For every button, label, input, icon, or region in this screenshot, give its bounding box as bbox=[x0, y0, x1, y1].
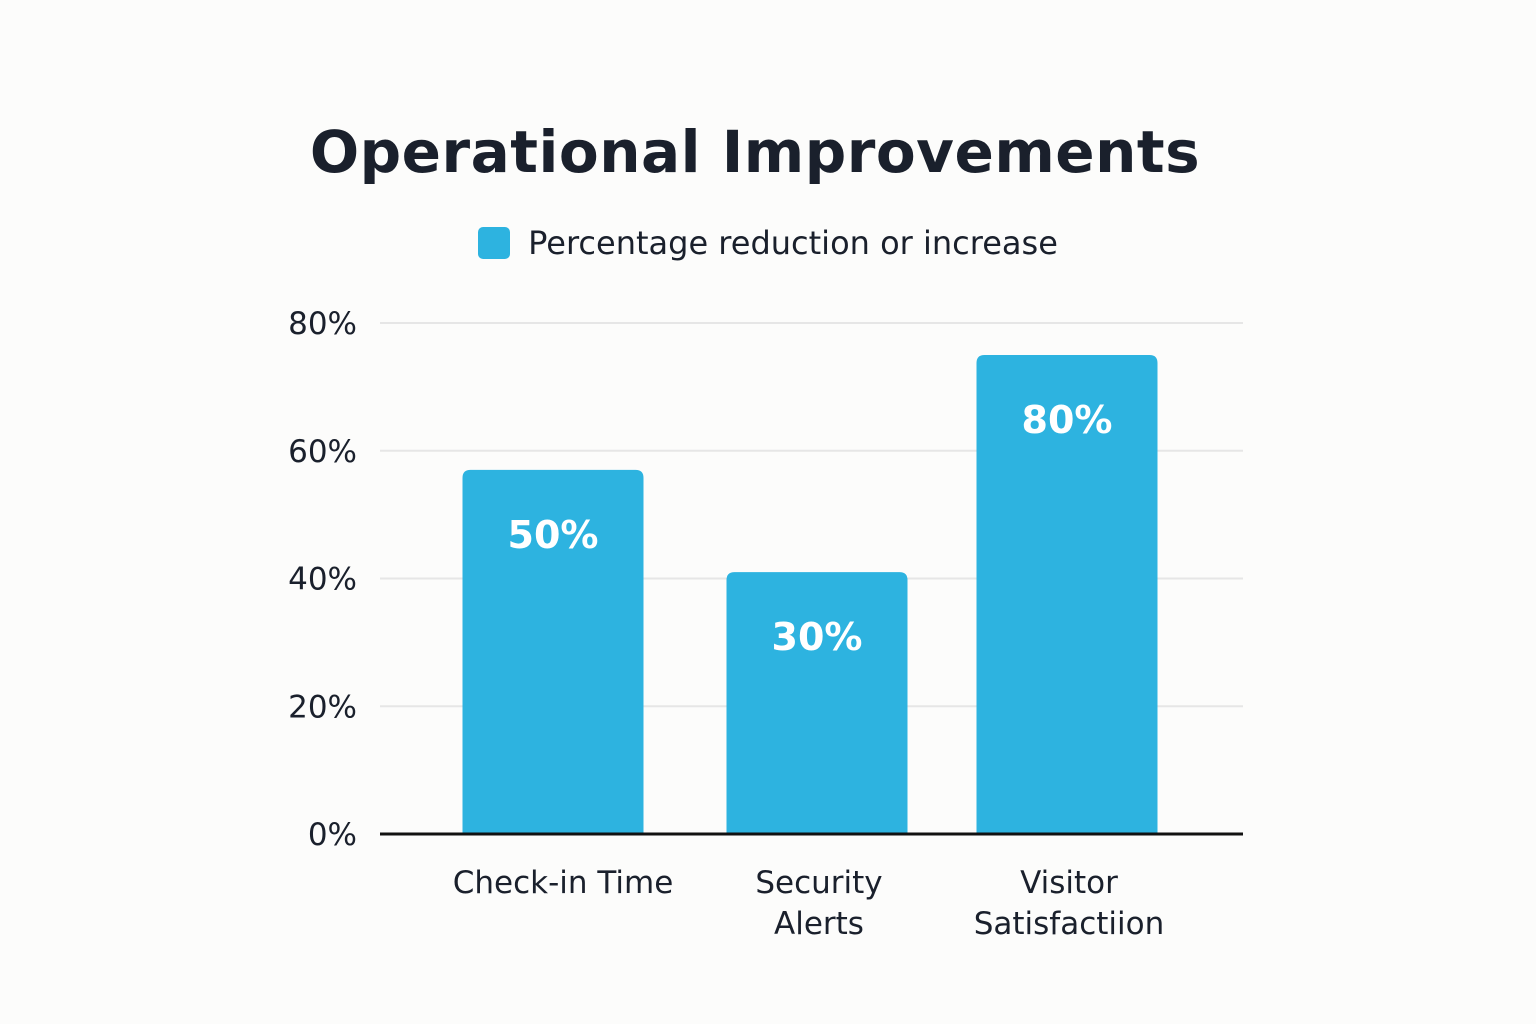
x-category-label: Satisfactiion bbox=[974, 906, 1165, 942]
bar-data-label: 50% bbox=[508, 513, 599, 557]
bar bbox=[726, 572, 908, 834]
bar bbox=[976, 354, 1158, 834]
y-tick-label: 60% bbox=[288, 434, 357, 470]
bar bbox=[462, 469, 644, 834]
y-tick-label: 80% bbox=[288, 306, 357, 342]
chart-title: Operational Improvements bbox=[309, 118, 1201, 186]
legend: Percentage reduction or increase bbox=[0, 224, 1536, 262]
legend-label: Percentage reduction or increase bbox=[528, 224, 1058, 262]
y-tick-label: 0% bbox=[308, 817, 357, 853]
legend-swatch bbox=[478, 227, 511, 259]
y-tick-label: 40% bbox=[288, 562, 357, 598]
x-category-label: Security bbox=[755, 865, 882, 901]
x-category-label: Check-in Time bbox=[453, 865, 674, 901]
bar-data-label: 80% bbox=[1022, 398, 1113, 442]
y-tick-label: 20% bbox=[288, 689, 357, 725]
bar-data-label: 30% bbox=[772, 615, 863, 659]
x-category-label: Visitor bbox=[1020, 865, 1118, 901]
x-category-label: Alerts bbox=[774, 906, 864, 942]
